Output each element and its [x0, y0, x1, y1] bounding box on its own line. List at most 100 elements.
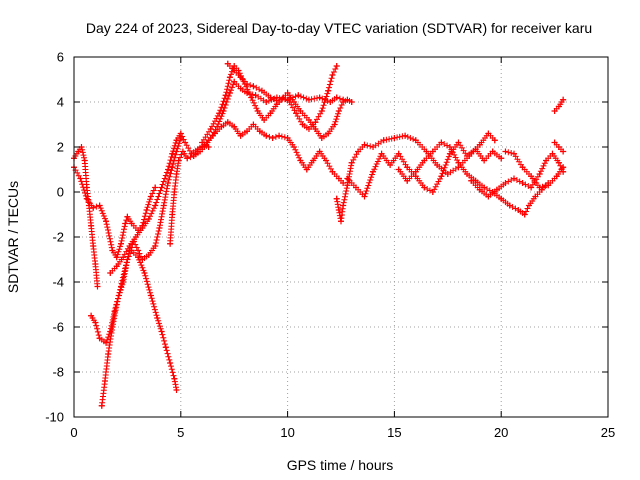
data-point [169, 164, 176, 171]
data-point [325, 130, 332, 137]
data-point [297, 108, 304, 114]
data-point [380, 137, 387, 144]
data-point [352, 184, 359, 191]
data-point [323, 157, 330, 164]
data-point [109, 247, 116, 254]
data-point [175, 157, 182, 164]
data-point [237, 85, 244, 92]
data-point [325, 87, 332, 94]
data-point [446, 150, 453, 157]
data-point [506, 202, 513, 209]
data-point [560, 148, 567, 155]
y-tick-label: 4 [57, 95, 64, 110]
series-sat-o [551, 139, 567, 155]
data-point [329, 168, 336, 175]
data-point [139, 225, 146, 231]
data-point [164, 180, 171, 186]
data-point [126, 243, 133, 249]
y-tick-label: 0 [57, 185, 64, 200]
data-point [98, 402, 105, 409]
data-point [476, 186, 483, 193]
data-point [481, 184, 488, 191]
data-point [502, 148, 509, 155]
data-point [237, 74, 244, 81]
data-point [312, 126, 319, 132]
data-point [519, 180, 526, 186]
data-point [498, 195, 505, 202]
x-tick-label: 15 [387, 425, 401, 440]
series-sat-i [190, 119, 347, 186]
data-point [132, 234, 139, 240]
data-point [472, 146, 479, 153]
data-point [152, 202, 159, 209]
data-point [402, 132, 409, 139]
data-point [122, 265, 129, 272]
data-point [75, 148, 82, 155]
data-point [128, 220, 135, 227]
data-point [141, 270, 148, 276]
data-point [244, 81, 251, 87]
data-point [340, 180, 347, 186]
data-point [532, 193, 539, 200]
data-point [254, 108, 261, 114]
data-point [331, 121, 338, 128]
data-point [528, 173, 535, 180]
data-point [511, 150, 518, 157]
data-layer [71, 60, 567, 409]
data-point [231, 78, 238, 85]
data-point [404, 164, 411, 171]
data-point [90, 243, 97, 249]
data-point [333, 63, 340, 69]
data-point [169, 211, 176, 218]
x-axis-label: GPS time / hours [287, 457, 394, 473]
data-point [525, 202, 532, 209]
y-tick-label: -10 [45, 410, 64, 425]
data-point [171, 189, 178, 195]
data-point [429, 148, 436, 155]
ticks-layer: 0 5 10 15 20 25 -10 -8 -6 -4 -2 0 2 4 6 [45, 50, 615, 441]
y-tick-label: 2 [57, 140, 64, 155]
data-point [103, 218, 110, 225]
data-point [370, 168, 377, 175]
series-sat-e [107, 130, 212, 276]
data-point [340, 99, 347, 105]
data-point [77, 175, 84, 182]
data-point [113, 301, 120, 308]
data-point [338, 218, 344, 225]
data-point [412, 168, 419, 175]
data-point [167, 240, 174, 247]
data-point [117, 240, 124, 247]
data-point [145, 252, 152, 258]
data-point [231, 67, 238, 74]
data-point [173, 137, 180, 144]
x-tick-label: 25 [601, 425, 615, 440]
data-point [158, 184, 165, 191]
y-tick-label: 6 [57, 50, 64, 65]
data-point [145, 216, 152, 222]
data-point [250, 121, 257, 128]
y-tick-label: -6 [52, 320, 64, 335]
data-point [263, 99, 270, 105]
data-point [226, 90, 233, 96]
data-point [263, 132, 270, 139]
x-tick-label: 5 [177, 425, 184, 440]
data-point [103, 339, 110, 346]
data-point [551, 108, 558, 114]
data-point [88, 222, 95, 229]
data-point [156, 225, 163, 231]
data-point [143, 207, 150, 213]
data-point [549, 150, 556, 157]
data-point [511, 175, 518, 182]
data-point [147, 193, 154, 200]
series-sat-h [224, 60, 355, 141]
data-point [261, 117, 268, 123]
data-point [152, 184, 159, 191]
data-point [267, 94, 274, 101]
data-point [117, 283, 124, 290]
data-point [329, 72, 336, 78]
data-point [160, 202, 167, 209]
data-point [455, 139, 462, 146]
data-point [154, 315, 161, 321]
data-point [464, 171, 471, 177]
data-point [434, 162, 441, 168]
